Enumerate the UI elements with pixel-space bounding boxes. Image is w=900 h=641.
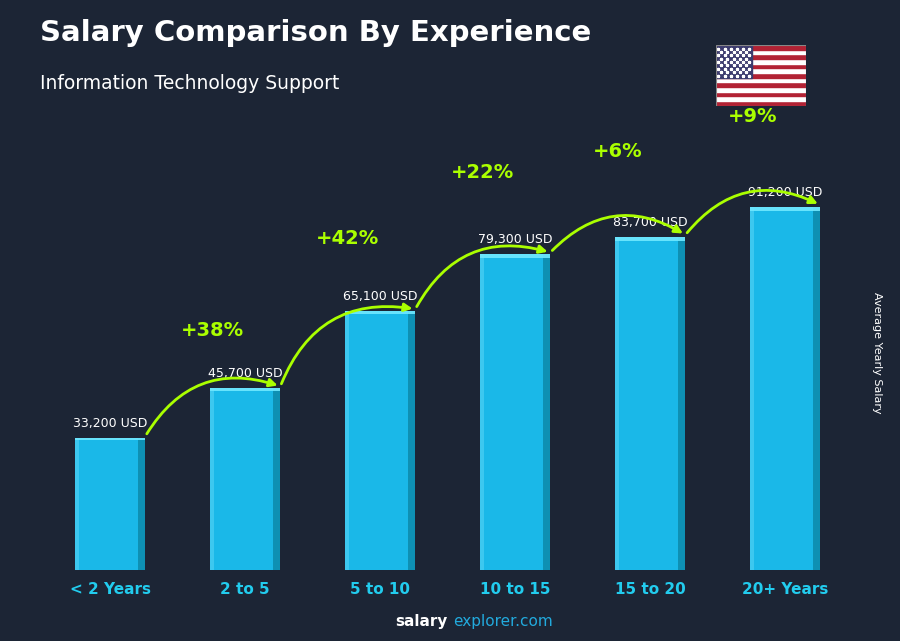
Bar — [76, 438, 146, 570]
Text: explorer.com: explorer.com — [453, 615, 553, 629]
Bar — [716, 45, 751, 78]
Bar — [751, 207, 820, 570]
Bar — [544, 254, 551, 570]
Text: +22%: +22% — [451, 163, 515, 181]
Bar — [76, 438, 146, 440]
Text: 33,200 USD: 33,200 USD — [73, 417, 148, 430]
Bar — [814, 207, 821, 570]
Bar — [716, 92, 806, 96]
Bar — [716, 82, 806, 87]
Text: Information Technology Support: Information Technology Support — [40, 74, 340, 93]
Bar — [751, 207, 820, 212]
Text: Salary Comparison By Experience: Salary Comparison By Experience — [40, 19, 592, 47]
Bar — [346, 311, 416, 570]
Bar — [211, 388, 281, 570]
Bar — [616, 237, 686, 241]
Bar — [716, 54, 806, 59]
Bar — [211, 388, 213, 570]
Text: +42%: +42% — [316, 229, 380, 249]
Bar — [481, 254, 551, 258]
Text: Average Yearly Salary: Average Yearly Salary — [872, 292, 883, 413]
Bar — [716, 101, 806, 106]
Bar — [211, 388, 281, 390]
Bar — [481, 254, 483, 570]
Bar — [716, 63, 806, 69]
Text: +9%: +9% — [728, 106, 778, 126]
Bar — [716, 96, 806, 101]
Text: salary: salary — [395, 615, 447, 629]
Bar — [679, 237, 686, 570]
Bar — [716, 87, 806, 92]
Bar — [346, 311, 416, 314]
Bar — [716, 78, 806, 82]
Bar — [616, 237, 618, 570]
Text: 45,700 USD: 45,700 USD — [208, 367, 283, 380]
Bar — [346, 311, 348, 570]
Bar — [716, 49, 806, 54]
Bar — [751, 207, 753, 570]
Bar — [716, 69, 806, 73]
Text: +38%: +38% — [181, 320, 245, 340]
Text: 65,100 USD: 65,100 USD — [343, 290, 418, 303]
Bar — [274, 388, 280, 570]
Text: 83,700 USD: 83,700 USD — [613, 216, 688, 229]
Bar — [139, 438, 146, 570]
Bar — [716, 45, 806, 49]
Text: +6%: +6% — [593, 142, 643, 161]
Bar — [716, 73, 806, 78]
Bar — [481, 254, 551, 570]
Bar — [409, 311, 415, 570]
Bar — [616, 237, 686, 570]
Text: 79,300 USD: 79,300 USD — [478, 233, 553, 247]
Text: 91,200 USD: 91,200 USD — [748, 186, 823, 199]
Bar — [716, 59, 806, 63]
Bar — [76, 438, 78, 570]
